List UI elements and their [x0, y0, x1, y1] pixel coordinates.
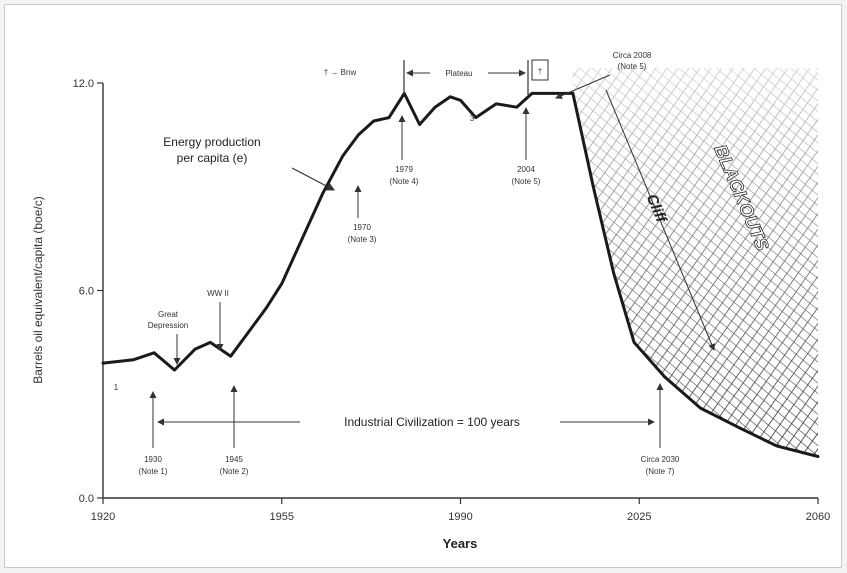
note-2008-line2: (Note 5) — [618, 62, 647, 71]
note-2004-line1: 2004 — [517, 165, 535, 174]
series-point — [816, 455, 820, 458]
series-point — [459, 98, 462, 102]
series-point — [229, 354, 232, 358]
series-point — [372, 119, 375, 123]
series-label-line1: Energy production — [163, 135, 260, 149]
y-tick-label: 12.0 — [73, 78, 94, 90]
x-tick-label: 2025 — [627, 511, 651, 523]
y-tick-label: 6.0 — [79, 286, 94, 298]
y-tick-label: 0.0 — [79, 493, 94, 505]
series-label-line2: per capita (e) — [177, 151, 248, 165]
series-point — [357, 133, 360, 137]
series-point — [387, 116, 391, 119]
series-point — [775, 444, 779, 448]
note-1945-line1: 1945 — [225, 455, 243, 464]
note-1930-line2: (Note 1) — [139, 467, 168, 476]
plateau-dagger-box — [531, 59, 549, 81]
x-axis-label: Years — [443, 536, 478, 551]
note-1979-line2: (Note 4) — [390, 177, 419, 186]
series-label-arrow — [291, 167, 336, 191]
series-point — [433, 105, 437, 109]
series-point — [132, 358, 135, 361]
series-point — [494, 102, 498, 106]
series-point — [101, 361, 105, 365]
wwii-text: WW II — [207, 289, 229, 298]
cliff-arrow — [605, 89, 715, 351]
x-tick-label: 1920 — [91, 511, 115, 523]
series-point — [265, 306, 268, 310]
industrial-civilization-text: Industrial Civilization = 100 years — [344, 415, 520, 429]
great-depression-line2: Depression — [148, 321, 188, 330]
series-points — [101, 92, 820, 458]
series-point — [208, 341, 212, 344]
series-point — [244, 334, 248, 337]
series-point — [321, 192, 324, 195]
note-2030-line2: (Note 7) — [646, 467, 675, 476]
series-point — [612, 271, 616, 275]
note-1970-line1: 1970 — [353, 223, 371, 232]
x-tick-label: 1990 — [448, 511, 472, 523]
plateau-dagger: † — [538, 67, 542, 76]
note-2008-arrow — [555, 74, 611, 99]
note-1930-line1: 1930 — [144, 455, 162, 464]
plateau-text: Plateau — [445, 69, 472, 78]
series-point — [474, 116, 478, 119]
series-point — [663, 375, 667, 379]
x-tick-label: 2060 — [806, 511, 830, 523]
series-point — [515, 105, 518, 109]
series-point — [699, 406, 702, 410]
note-2008-line1: Circa 2008 — [613, 51, 652, 60]
series-point — [740, 427, 743, 431]
note-1945-line2: (Note 2) — [220, 467, 249, 476]
series-point — [341, 154, 345, 157]
series-point — [591, 185, 595, 189]
x-ticks: 1920 1955 1990 2025 2060 — [91, 498, 830, 523]
series-point — [193, 347, 197, 351]
great-depression-line1: Great — [158, 310, 179, 319]
blackout-hatched-region — [572, 68, 818, 457]
series-point — [448, 95, 452, 99]
series-point — [632, 341, 636, 344]
series-point — [280, 282, 284, 285]
note-2004-line2: (Note 5) — [512, 177, 541, 186]
one-mark: 1 — [114, 383, 119, 392]
legend-key-text: † → Bnw — [324, 68, 357, 77]
series-point — [300, 237, 304, 240]
series-point — [418, 123, 421, 126]
three-mark: 3 — [470, 114, 475, 123]
y-axis-label: Barrels oil equivalent/capita (boe/c) — [31, 196, 45, 383]
note-2030-line1: Circa 2030 — [641, 455, 680, 464]
series-point — [152, 351, 156, 355]
x-tick-label: 1955 — [270, 511, 294, 523]
series-point — [530, 92, 534, 95]
note-1979-line1: 1979 — [395, 165, 413, 174]
y-ticks: 0.0 6.0 12.0 — [73, 78, 103, 505]
series-point — [551, 92, 554, 95]
series-point — [571, 92, 575, 95]
series-point — [173, 368, 176, 372]
note-1970-line2: (Note 3) — [348, 235, 377, 244]
